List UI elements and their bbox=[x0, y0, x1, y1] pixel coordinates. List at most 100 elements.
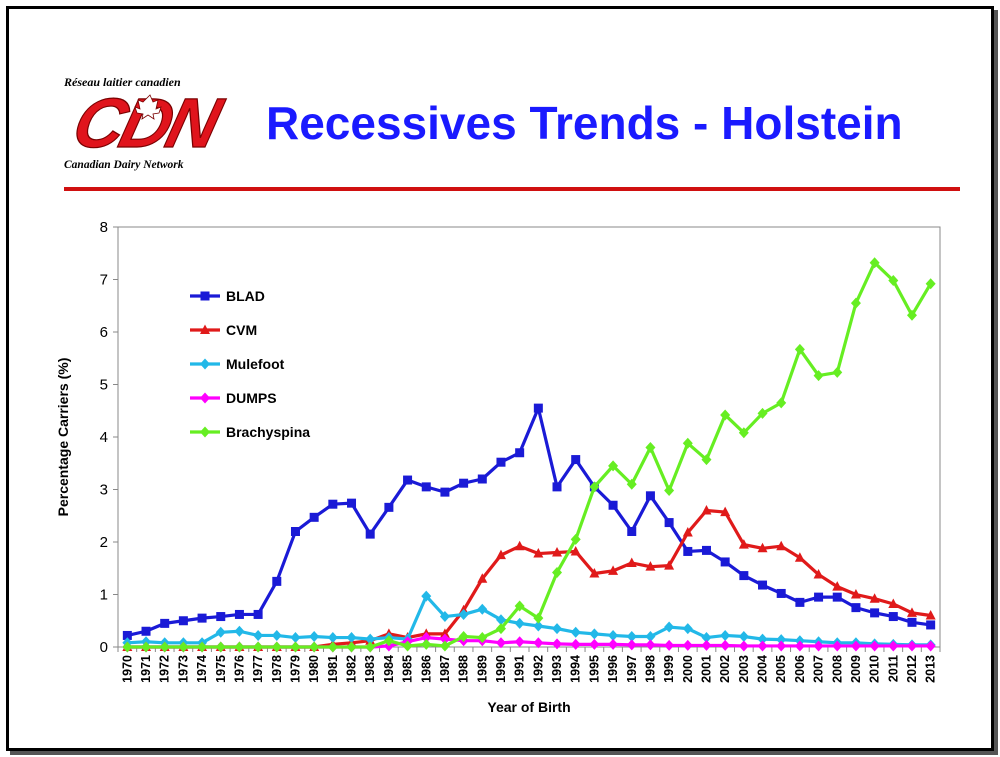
y-tick-label: 3 bbox=[100, 482, 108, 499]
point-cvm bbox=[552, 547, 563, 557]
point-dumps bbox=[664, 639, 675, 651]
point-blad bbox=[552, 482, 562, 492]
x-tick-label: 1981 bbox=[326, 655, 340, 683]
point-brachyspina bbox=[215, 641, 226, 653]
point-brachyspina bbox=[421, 638, 432, 650]
x-tick-label: 1996 bbox=[606, 655, 620, 683]
point-cvm bbox=[832, 581, 843, 591]
x-tick-label: 2000 bbox=[681, 655, 695, 683]
point-brachyspina bbox=[776, 397, 787, 409]
point-mulefoot bbox=[626, 631, 637, 642]
point-blad bbox=[645, 491, 655, 501]
point-brachyspina bbox=[682, 437, 693, 449]
point-cvm bbox=[514, 540, 525, 551]
y-tick-label: 6 bbox=[100, 324, 108, 341]
point-brachyspina bbox=[309, 641, 320, 653]
x-tick-label: 1975 bbox=[214, 655, 228, 683]
point-brachyspina bbox=[141, 641, 152, 653]
point-blad bbox=[683, 546, 693, 556]
point-cvm bbox=[794, 552, 805, 562]
x-tick-label: 1978 bbox=[270, 655, 284, 683]
point-mulefoot bbox=[645, 631, 656, 642]
point-dumps bbox=[850, 640, 861, 652]
x-tick-label: 1973 bbox=[176, 655, 190, 683]
x-tick-label: 1991 bbox=[513, 655, 527, 683]
point-mulefoot bbox=[365, 633, 376, 645]
x-tick-label: 1998 bbox=[643, 655, 657, 683]
point-dumps bbox=[495, 637, 506, 649]
point-dumps bbox=[925, 640, 936, 652]
point-blad bbox=[384, 502, 394, 512]
point-cvm bbox=[477, 573, 488, 583]
x-tick-label: 1972 bbox=[158, 655, 172, 683]
series-line-cvm bbox=[127, 508, 931, 649]
point-blad bbox=[776, 588, 786, 598]
point-dumps bbox=[701, 639, 712, 651]
point-dumps bbox=[645, 639, 656, 651]
x-axis-label: Year of Birth bbox=[487, 699, 570, 715]
x-tick-label: 2004 bbox=[756, 655, 770, 683]
point-mulefoot bbox=[664, 621, 675, 633]
point-mulefoot bbox=[495, 614, 506, 626]
x-tick-label: 2010 bbox=[868, 655, 882, 683]
point-dumps bbox=[552, 638, 563, 650]
point-brachyspina bbox=[552, 566, 563, 578]
point-blad bbox=[328, 499, 338, 509]
point-blad bbox=[421, 482, 431, 492]
point-mulefoot bbox=[290, 632, 301, 644]
x-tick-label: 1995 bbox=[587, 655, 601, 683]
point-dumps bbox=[757, 640, 768, 652]
legend-label-dumps: DUMPS bbox=[226, 390, 277, 406]
y-tick-label: 5 bbox=[100, 377, 108, 394]
point-blad bbox=[533, 403, 543, 413]
title-divider bbox=[64, 187, 960, 191]
point-brachyspina bbox=[589, 481, 600, 493]
point-dumps bbox=[608, 638, 619, 650]
point-blad bbox=[851, 603, 861, 613]
point-brachyspina bbox=[439, 640, 450, 652]
point-brachyspina bbox=[122, 641, 133, 653]
point-cvm bbox=[850, 589, 861, 599]
point-brachyspina bbox=[925, 278, 936, 290]
point-brachyspina bbox=[402, 640, 413, 652]
y-tick-label: 2 bbox=[100, 534, 108, 551]
point-blad bbox=[160, 618, 170, 628]
x-tick-label: 1980 bbox=[307, 655, 321, 683]
point-mulefoot bbox=[570, 626, 581, 638]
x-tick-label: 1992 bbox=[531, 655, 545, 683]
legend-label-mulefoot: Mulefoot bbox=[226, 356, 285, 372]
x-tick-label: 2013 bbox=[924, 655, 938, 683]
point-blad bbox=[627, 527, 637, 536]
point-blad bbox=[403, 475, 413, 485]
y-tick-label: 0 bbox=[100, 639, 108, 656]
point-cvm bbox=[888, 598, 899, 608]
point-dumps bbox=[720, 639, 731, 651]
point-brachyspina bbox=[738, 427, 749, 439]
point-brachyspina bbox=[850, 297, 861, 309]
x-tick-label: 1986 bbox=[419, 655, 433, 683]
page-title: Recessives Trends - Holstein bbox=[266, 97, 903, 149]
point-mulefoot bbox=[776, 634, 787, 646]
point-cvm bbox=[645, 561, 656, 571]
point-brachyspina bbox=[888, 275, 899, 287]
x-tick-label: 1993 bbox=[550, 655, 564, 683]
point-mulefoot bbox=[552, 623, 563, 635]
logo-text-english: Canadian Dairy Network bbox=[64, 159, 184, 171]
point-blad bbox=[496, 457, 506, 467]
point-cvm bbox=[495, 549, 506, 560]
point-blad bbox=[758, 580, 768, 590]
legend-marker-cvm bbox=[200, 324, 210, 334]
point-brachyspina bbox=[327, 641, 338, 653]
x-tick-label: 2003 bbox=[737, 655, 751, 683]
x-tick-label: 1990 bbox=[494, 655, 508, 683]
point-mulefoot bbox=[309, 631, 320, 642]
point-blad bbox=[197, 613, 207, 623]
point-mulefoot bbox=[514, 617, 525, 629]
point-cvm bbox=[570, 545, 581, 556]
legend-marker-blad bbox=[200, 291, 210, 301]
point-blad bbox=[141, 626, 151, 636]
point-cvm bbox=[776, 540, 787, 551]
x-tick-label: 2008 bbox=[830, 655, 844, 683]
point-mulefoot bbox=[234, 625, 245, 637]
point-brachyspina bbox=[178, 641, 189, 653]
